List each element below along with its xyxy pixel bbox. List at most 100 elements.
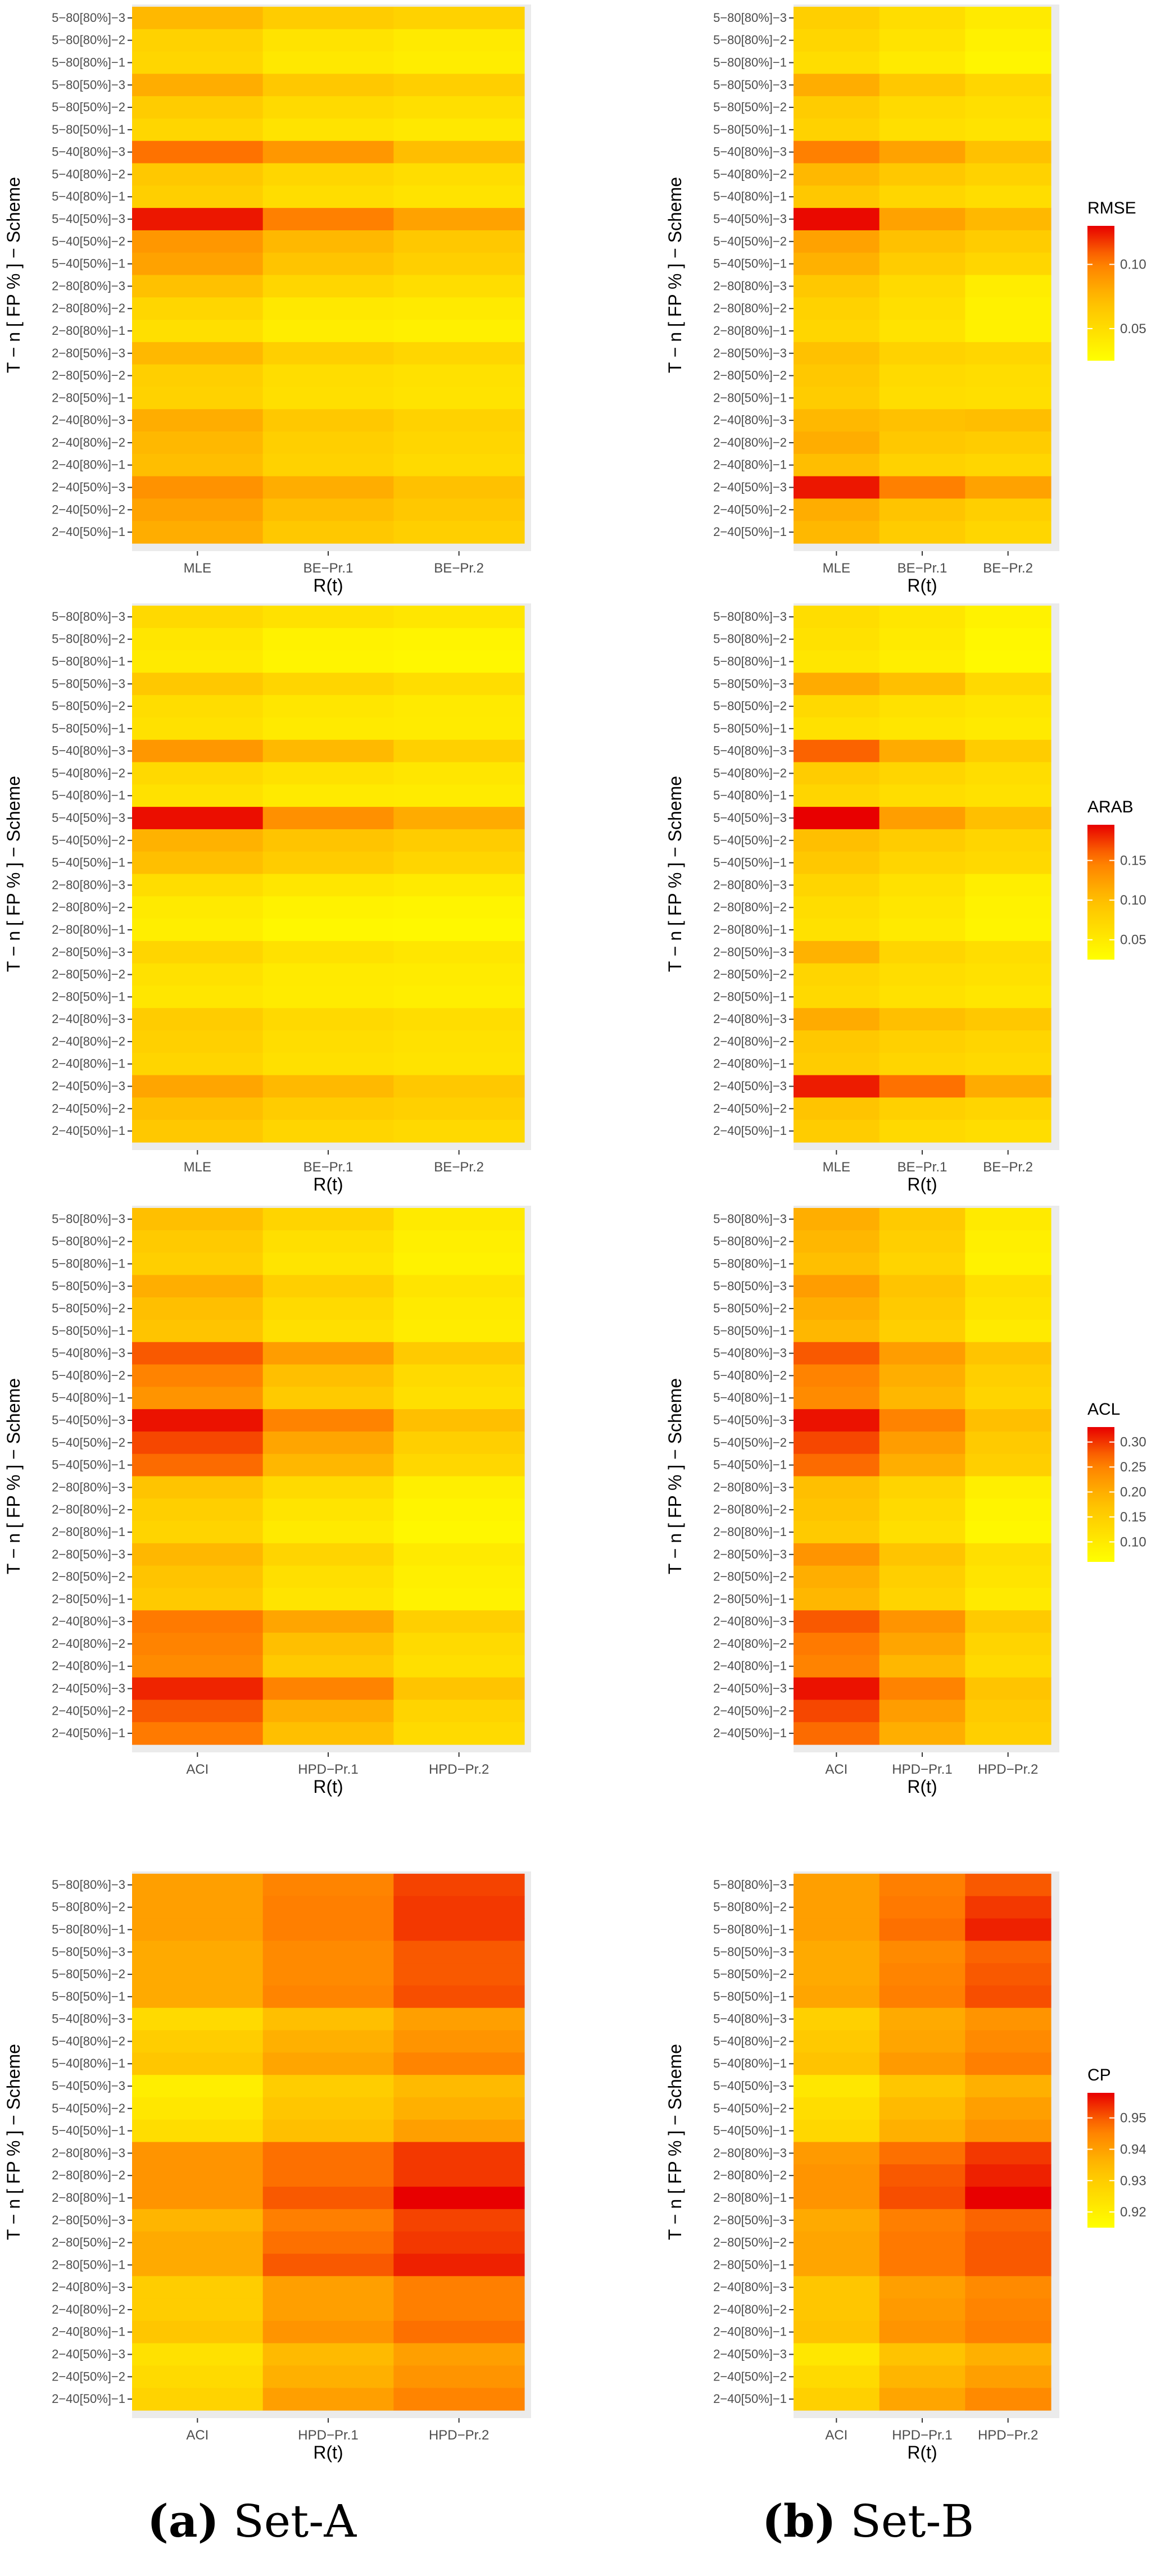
setb-rmse-tile-r13-c3	[965, 275, 1051, 298]
setb-cp-tile-r18-c2	[879, 2254, 965, 2277]
setb-rmse-tile-r11-c3	[965, 230, 1051, 253]
seta-rmse-tile-r5-c1	[132, 96, 264, 119]
seta-cp-tile-r5-c1	[132, 1963, 264, 1986]
setb-cp-tile-r16-c3	[965, 2209, 1051, 2232]
setb-cp-tile-r1-c2	[879, 1874, 965, 1897]
setb-arab-ylabel-18: 2−80[50%]−1	[713, 989, 787, 1003]
setb-cp-tile-r24-c3	[965, 2388, 1051, 2411]
setb-acl-tile-r10-c1	[794, 1409, 880, 1432]
setb-cp-tile-r1-c1	[794, 1874, 880, 1897]
setb-cp-tile-r23-c2	[879, 2365, 965, 2388]
seta-acl-tile-r2-c2	[262, 1230, 394, 1253]
seta-arab-ylabel-10: 5−40[50%]−3	[52, 811, 125, 825]
setb-arab-tile-r5-c3	[965, 695, 1051, 718]
setb-arab-tile-r6-c3	[965, 717, 1051, 740]
setb-acl-tile-r20-c1	[794, 1633, 880, 1656]
seta-arab-tile-r18-c3	[393, 985, 525, 1008]
seta-rmse-tile-r19-c2	[262, 409, 394, 432]
seta-arab-tile-r3-c1	[132, 650, 264, 673]
seta-arab-tile-r17-c1	[132, 963, 264, 987]
seta-acl-tile-r11-c3	[393, 1431, 525, 1455]
setb-cp-tile-r14-c1	[794, 2164, 880, 2187]
setb-rmse-ylabel-16: 2−80[50%]−3	[713, 346, 787, 360]
seta-arab-tile-r6-c1	[132, 717, 264, 740]
seta-rmse-ylabel-21: 2−40[80%]−1	[52, 458, 125, 472]
seta-acl-ylabel-14: 2−80[80%]−2	[52, 1502, 125, 1516]
setb-acl-tile-r14-c2	[879, 1498, 965, 1521]
seta-arab-tile-r6-c3	[393, 717, 525, 740]
setb-rmse-tile-r19-c2	[879, 409, 965, 432]
seta-arab-tile-r8-c2	[262, 762, 394, 785]
seta-acl-tile-r11-c2	[262, 1431, 394, 1455]
seta-rmse-tile-r15-c2	[262, 320, 394, 343]
seta-acl-tile-r2-c1	[132, 1230, 264, 1253]
setb-arab-tile-r5-c1	[794, 695, 880, 718]
setb-acl-tile-r6-c1	[794, 1319, 880, 1343]
setb-rmse-tile-r18-c1	[794, 387, 880, 410]
caption-b: (b) Set-B	[762, 2495, 974, 2547]
setb-acl-tile-r3-c1	[794, 1252, 880, 1275]
seta-cp-tile-r17-c1	[132, 2231, 264, 2255]
setb-rmse-tile-r1-c3	[965, 7, 1051, 30]
seta-cp-tile-r2-c2	[262, 1896, 394, 1919]
seta-rmse-tile-r23-c1	[132, 498, 264, 521]
seta-rmse-ylabel-20: 2−40[80%]−2	[52, 435, 125, 449]
caption-b-text: Set-B	[850, 2495, 974, 2547]
seta-acl-ylabel-15: 2−80[80%]−1	[52, 1525, 125, 1539]
setb-rmse-y-title: T − n [ FP % ] − Scheme	[665, 177, 685, 373]
seta-acl-tile-r8-c1	[132, 1364, 264, 1387]
setb-arab-tile-r2-c2	[879, 628, 965, 651]
setb-rmse-tile-r3-c2	[879, 51, 965, 74]
seta-rmse-tile-r4-c1	[132, 74, 264, 97]
seta-acl-tile-r23-c2	[262, 1700, 394, 1723]
seta-acl-tile-r20-c3	[393, 1633, 525, 1656]
setb-cp-ylabel-2: 5−80[80%]−2	[713, 1900, 787, 1914]
seta-rmse-tile-r11-c3	[393, 230, 525, 253]
caption-a-tag: (a)	[147, 2495, 219, 2547]
seta-arab-ylabel-24: 2−40[50%]−1	[52, 1124, 125, 1138]
seta-arab-ylabel-17: 2−80[50%]−2	[52, 967, 125, 982]
seta-acl-xlabel-2: HPD−Pr.1	[298, 1762, 358, 1777]
seta-acl-tile-r18-c1	[132, 1588, 264, 1611]
seta-acl-tile-r21-c2	[262, 1655, 394, 1678]
setb-acl-tile-r13-c3	[965, 1476, 1051, 1499]
setb-arab-tile-r7-c3	[965, 739, 1051, 763]
seta-cp-tile-r4-c2	[262, 1941, 394, 1964]
setb-arab-tile-r12-c3	[965, 851, 1051, 875]
seta-cp-ylabel-23: 2−40[50%]−2	[52, 2369, 125, 2383]
setb-acl-tile-r6-c3	[965, 1319, 1051, 1343]
setb-cp-tile-r20-c2	[879, 2298, 965, 2321]
seta-arab-tile-r11-c3	[393, 829, 525, 852]
setb-acl-x-title: R(t)	[907, 1777, 937, 1797]
setb-cp-tile-r15-c2	[879, 2187, 965, 2210]
setb-arab-tile-r23-c1	[794, 1097, 880, 1120]
setb-acl-ylabel-17: 2−80[50%]−2	[713, 1570, 787, 1584]
seta-acl-tile-r5-c3	[393, 1297, 525, 1320]
seta-rmse-tile-r13-c1	[132, 275, 264, 298]
setb-acl-ylabel-15: 2−80[80%]−1	[713, 1525, 787, 1539]
seta-rmse-tile-r13-c2	[262, 275, 394, 298]
setb-rmse-xlabel-2: BE−Pr.1	[897, 561, 948, 576]
seta-arab-tile-r3-c3	[393, 650, 525, 673]
seta-rmse-y-title: T − n [ FP % ] − Scheme	[3, 177, 24, 373]
setb-cp-tile-r17-c2	[879, 2231, 965, 2255]
seta-arab-ylabel-1: 5−80[80%]−3	[52, 610, 125, 624]
setb-rmse-tile-r9-c1	[794, 185, 880, 208]
seta-rmse-tile-r19-c3	[393, 409, 525, 432]
setb-rmse-tile-r10-c3	[965, 208, 1051, 231]
seta-arab-tile-r4-c3	[393, 673, 525, 696]
setb-cp-ylabel-6: 5−80[50%]−1	[713, 1989, 787, 2003]
seta-cp-ylabel-1: 5−80[80%]−3	[52, 1878, 125, 1892]
setb-acl-y-title: T − n [ FP % ] − Scheme	[665, 1378, 685, 1574]
setb-acl-xlabel-3: HPD−Pr.2	[978, 1762, 1038, 1777]
setb-rmse-tile-r24-c2	[879, 521, 965, 544]
setb-cp-ylabel-17: 2−80[50%]−2	[713, 2236, 787, 2250]
seta-cp-tile-r23-c3	[393, 2365, 525, 2388]
setb-acl-ylabel-23: 2−40[50%]−2	[713, 1703, 787, 1718]
setb-rmse-ylabel-5: 5−80[50%]−2	[713, 100, 787, 114]
setb-cp-tile-r20-c1	[794, 2298, 880, 2321]
seta-cp-ylabel-2: 5−80[80%]−2	[52, 1900, 125, 1914]
seta-cp-tile-r4-c1	[132, 1941, 264, 1964]
seta-cp-tile-r9-c3	[393, 2052, 525, 2075]
setb-arab-tile-r16-c1	[794, 941, 880, 964]
